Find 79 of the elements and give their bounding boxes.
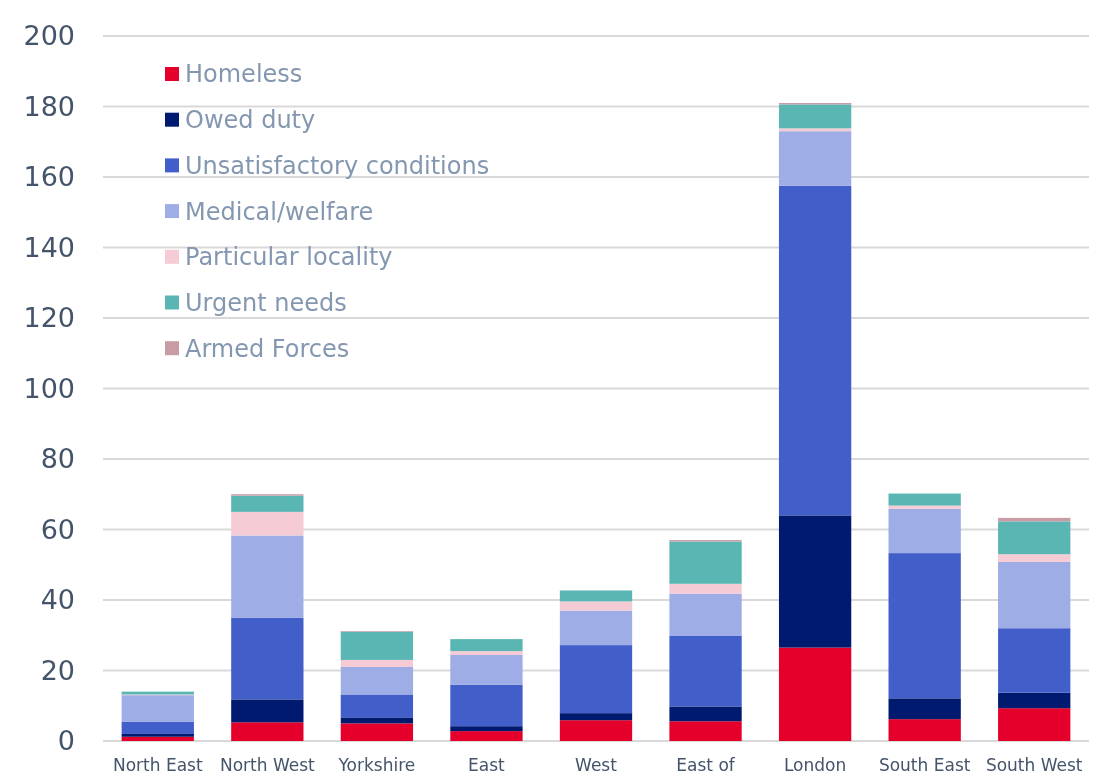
x-tick-label: South West	[985, 755, 1083, 775]
y-tick-label: 180	[23, 90, 75, 122]
y-tick-label: 200	[23, 20, 75, 52]
x-tick-label: London	[783, 755, 847, 775]
bar	[888, 508, 961, 554]
bar	[450, 651, 523, 655]
bar	[340, 717, 414, 724]
bar	[559, 601, 633, 611]
bar	[450, 726, 523, 732]
x-tick-label: West	[575, 755, 618, 775]
legend-label: Unsatisfactory conditions	[185, 151, 490, 180]
bar	[121, 695, 194, 722]
bar	[778, 104, 852, 129]
legend-label: Armed Forces	[185, 334, 350, 363]
bar	[231, 511, 304, 536]
bar	[340, 723, 414, 741]
bar	[559, 720, 633, 741]
bar	[778, 185, 852, 516]
bar	[998, 628, 1071, 693]
x-tick-label: North West	[219, 755, 316, 775]
bar	[121, 721, 194, 734]
y-tick-label: 160	[23, 161, 75, 193]
bar	[450, 654, 523, 685]
bar	[998, 521, 1071, 555]
legend-label: Urgent needs	[185, 288, 347, 317]
bar	[778, 647, 852, 741]
bar	[669, 721, 742, 741]
bar	[340, 659, 414, 667]
bar	[888, 493, 961, 506]
x-tick-label: North East	[112, 755, 203, 775]
legend-label: Medical/welfare	[185, 197, 374, 226]
bar	[340, 666, 414, 695]
y-tick-label: 40	[40, 584, 75, 616]
legend-label: Owed duty	[185, 106, 316, 135]
bar	[340, 631, 414, 660]
bar	[998, 561, 1071, 629]
x-tick-label: East of	[676, 755, 736, 775]
bar	[669, 706, 742, 722]
bar	[669, 583, 742, 594]
bar	[998, 554, 1071, 562]
bar	[559, 610, 633, 646]
bar	[998, 692, 1071, 709]
bar	[121, 733, 194, 737]
bar	[450, 639, 523, 652]
y-tick-label: 80	[40, 443, 75, 475]
bar	[888, 698, 961, 720]
bar	[559, 713, 633, 721]
y-tick-label: 100	[23, 372, 75, 404]
x-tick-label: East	[468, 755, 506, 775]
bar	[231, 495, 304, 512]
bar	[888, 505, 961, 509]
y-tick-label: 0	[57, 725, 75, 757]
bar	[559, 645, 633, 714]
bar	[450, 731, 523, 741]
y-tick-label: 60	[40, 513, 75, 545]
bar	[340, 694, 414, 718]
y-tick-label: 20	[40, 654, 75, 686]
bar	[231, 722, 304, 741]
bar	[888, 553, 961, 699]
bar	[231, 617, 304, 700]
bar	[121, 736, 194, 741]
bar	[888, 719, 961, 741]
bar	[450, 684, 523, 727]
bar	[778, 128, 852, 132]
legend-label: Homeless	[185, 60, 303, 89]
legend-label: Particular locality	[185, 243, 393, 272]
bar	[998, 708, 1071, 741]
bar	[231, 699, 304, 723]
bar	[669, 635, 742, 707]
bar	[559, 590, 633, 602]
bar	[231, 535, 304, 618]
bar	[669, 541, 742, 584]
bar	[669, 593, 742, 636]
y-tick-label: 120	[23, 302, 75, 334]
y-tick-label: 140	[23, 231, 75, 263]
x-tick-label: South East	[878, 755, 971, 775]
bar	[778, 515, 852, 648]
bar	[778, 131, 852, 186]
x-tick-label: Yorkshire	[337, 755, 416, 775]
